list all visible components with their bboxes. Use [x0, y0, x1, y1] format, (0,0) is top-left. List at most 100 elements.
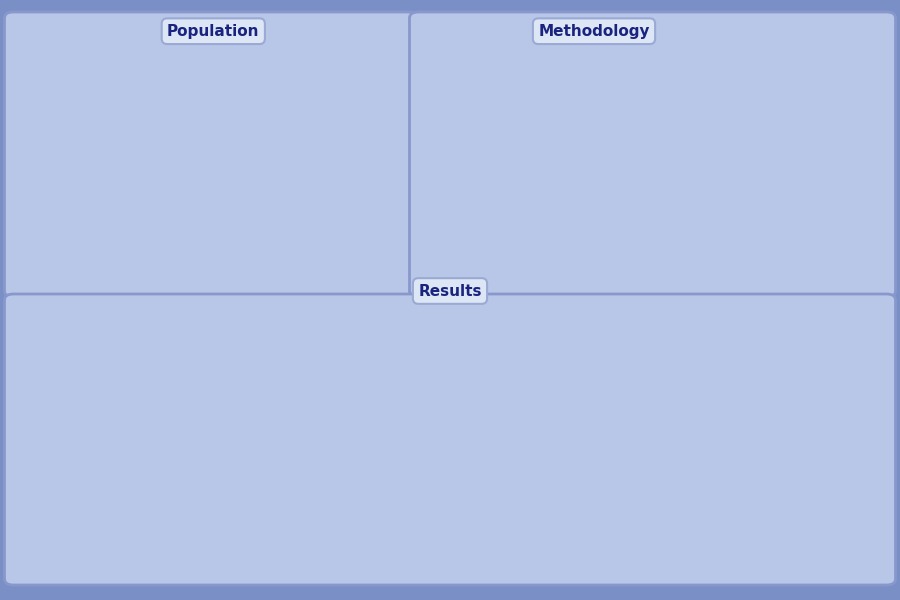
Bar: [655, 383, 698, 546]
Polygon shape: [262, 101, 271, 110]
Bar: [115, 476, 158, 477]
Point: [454, 449, 469, 459]
Point: [359, 538, 374, 548]
Polygon shape: [446, 81, 535, 193]
Point: [349, 493, 364, 502]
Point: [481, 457, 495, 466]
Text: Non-fungal: Non-fungal: [640, 554, 713, 566]
Polygon shape: [34, 94, 57, 112]
Point: [359, 539, 374, 548]
Point: [451, 410, 465, 419]
Point: [363, 460, 377, 470]
Polygon shape: [71, 112, 79, 121]
Bar: [655, 382, 698, 383]
Bar: [115, 475, 158, 476]
Bar: [63, 442, 106, 458]
Point: [466, 470, 481, 479]
Bar: [63, 458, 106, 472]
Polygon shape: [275, 203, 284, 212]
Point: [464, 537, 478, 547]
Text: Allergic fungal
rhinosinusitis
(AFRS): Allergic fungal rhinosinusitis (AFRS): [58, 214, 155, 257]
Text: DNA Extraction: DNA Extraction: [608, 201, 710, 214]
Point: [339, 493, 354, 502]
Text: AFRS: AFRS: [67, 554, 103, 566]
Polygon shape: [262, 84, 284, 101]
Circle shape: [146, 143, 163, 155]
Point: [340, 534, 355, 544]
Polygon shape: [157, 112, 166, 121]
Point: [481, 464, 495, 473]
Ellipse shape: [764, 99, 840, 175]
Polygon shape: [302, 203, 311, 212]
Point: [456, 489, 471, 499]
Polygon shape: [143, 94, 166, 112]
Text: DNA Sequencing: DNA Sequencing: [747, 201, 857, 214]
Text: Non-fungal
CRSwNP: Non-fungal CRSwNP: [254, 214, 327, 242]
Polygon shape: [222, 152, 230, 161]
Circle shape: [110, 82, 127, 94]
Circle shape: [73, 143, 91, 155]
Circle shape: [224, 72, 241, 84]
Point: [356, 430, 371, 439]
Point: [364, 493, 378, 502]
Point: [477, 500, 491, 510]
Text: Non-fungal: Non-fungal: [100, 554, 173, 566]
Bar: [115, 350, 158, 475]
Polygon shape: [302, 84, 325, 101]
Text: Population: Population: [167, 23, 259, 38]
Point: [340, 425, 355, 435]
Point: [348, 464, 363, 473]
Point: [459, 496, 473, 506]
Circle shape: [304, 174, 322, 186]
Circle shape: [73, 82, 91, 94]
Ellipse shape: [621, 99, 697, 175]
Polygon shape: [107, 94, 130, 112]
Point: [456, 519, 471, 529]
Point: [464, 536, 478, 546]
Polygon shape: [121, 173, 129, 182]
Point: [354, 482, 368, 491]
Bar: [655, 350, 698, 381]
Legend: $\it{S.}$ aureus, $\it{S.}$ epidermidis, $\it{S.}$ pneumoniae, $\it{H.}$ influen: $\it{S.}$ aureus, $\it{S.}$ epidermidis,…: [256, 331, 362, 424]
Point: [457, 470, 472, 479]
Point: [448, 526, 463, 536]
Point: [480, 413, 494, 423]
Text: Middle Meatus: Middle Meatus: [449, 233, 530, 244]
Point: [367, 455, 382, 465]
Title: Fungal Mycobiome: Fungal Mycobiome: [618, 313, 759, 326]
Point: [477, 529, 491, 538]
Point: [466, 529, 481, 539]
Point: [338, 502, 353, 511]
Point: [338, 538, 352, 548]
Point: [353, 522, 367, 532]
Bar: [63, 422, 106, 442]
Polygon shape: [34, 155, 57, 173]
Polygon shape: [107, 155, 130, 173]
Bar: [63, 350, 106, 422]
Point: [454, 436, 468, 445]
Point: [456, 539, 471, 548]
Text: Shannon's Diversity: Shannon's Diversity: [329, 341, 440, 352]
Polygon shape: [302, 152, 311, 161]
Polygon shape: [275, 152, 284, 161]
Polygon shape: [48, 173, 57, 182]
Polygon shape: [302, 101, 311, 110]
Polygon shape: [262, 152, 271, 161]
Point: [358, 502, 373, 511]
Point: [460, 400, 474, 409]
Point: [347, 532, 362, 541]
Text: Methodology: Methodology: [538, 23, 650, 38]
Circle shape: [265, 72, 282, 84]
Circle shape: [110, 143, 127, 155]
Circle shape: [37, 143, 54, 155]
Polygon shape: [262, 203, 271, 212]
Point: [364, 427, 378, 437]
Polygon shape: [70, 94, 94, 112]
Polygon shape: [107, 173, 116, 182]
Bar: [603, 409, 646, 438]
Polygon shape: [34, 173, 43, 182]
Polygon shape: [221, 84, 244, 101]
Circle shape: [304, 123, 322, 135]
Polygon shape: [121, 112, 129, 121]
Polygon shape: [107, 112, 116, 121]
